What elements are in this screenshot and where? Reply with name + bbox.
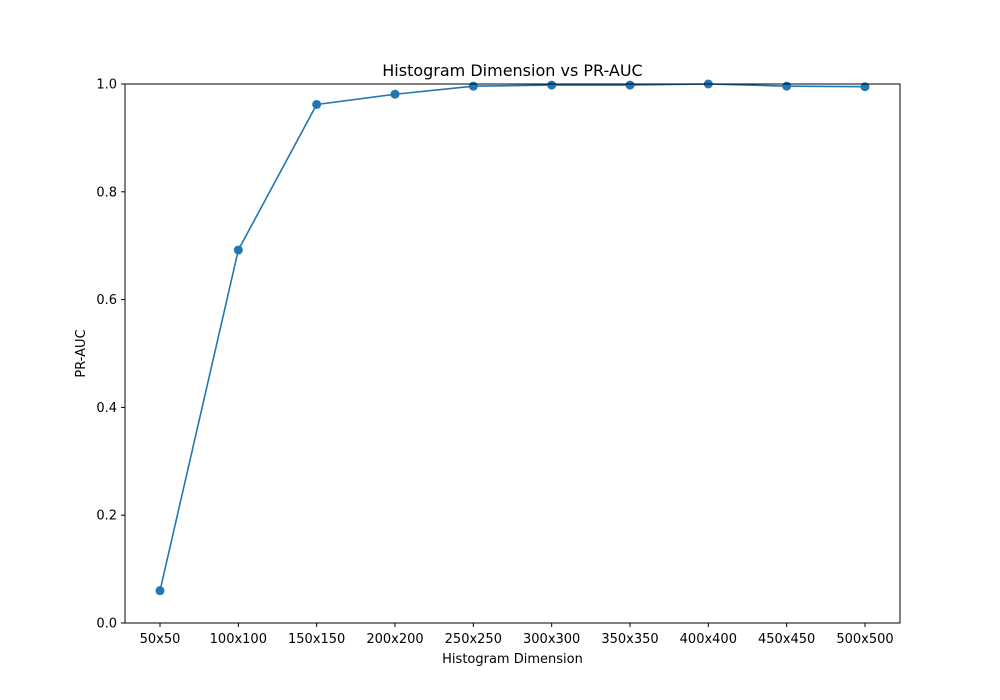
data-point [468,81,478,91]
series-line [159,83,866,591]
plot-area [125,84,900,623]
chart-title: Histogram Dimension vs PR-AUC [382,61,642,80]
x-tick-label: 50x50 [140,632,181,647]
x-tick-label: 350x350 [601,632,658,647]
y-tick-label: 0.8 [96,185,117,200]
data-point [547,80,557,90]
x-tick-label: 250x250 [445,632,502,647]
x-tick-label: 150x150 [288,632,345,647]
x-tick-label: 200x200 [366,632,423,647]
data-point [155,586,165,596]
plot-background [125,84,900,623]
data-point [625,80,635,90]
x-tick-label: 100x100 [210,632,267,647]
series-layer [155,79,870,596]
data-point [233,245,243,255]
x-axis: 50x50 100x100 150x150 200x200 250x250 300x300… [140,623,894,647]
y-tick-label: 1.0 [96,78,117,93]
y-tick-label: 0.0 [96,617,117,632]
x-axis-label: Histogram Dimension [442,652,583,667]
data-point [312,99,322,109]
x-tick-label: 500x500 [836,632,893,647]
y-tick-label: 0.6 [96,293,117,308]
x-tick-label: 300x300 [523,632,580,647]
y-axis: 0.0 0.2 0.4 0.6 0.8 1.0 [96,78,125,632]
x-tick-label: 400x400 [680,632,737,647]
y-axis-label: PR-AUC [74,329,89,377]
x-tick-label: 450x450 [758,632,815,647]
y-tick-label: 0.4 [96,401,117,416]
data-point [390,89,400,99]
y-tick-label: 0.2 [96,509,117,524]
data-point [782,81,792,91]
plot-frame [124,83,901,624]
